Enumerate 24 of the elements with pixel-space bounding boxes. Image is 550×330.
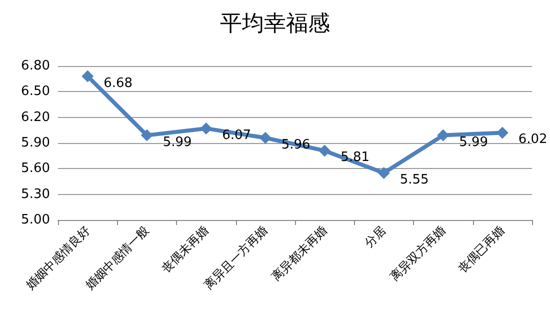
data-label: 5.55	[400, 172, 429, 188]
x-tick-label: 丧偶已再婚	[455, 223, 508, 276]
point	[378, 166, 390, 179]
y-tick-label: 5.30	[21, 186, 50, 202]
point	[200, 122, 212, 134]
data-label: 5.99	[459, 134, 488, 150]
point	[140, 129, 153, 142]
point	[82, 70, 94, 82]
chart-title: 平均幸福感	[220, 12, 330, 36]
x-tick-label: 丧偶未再婚	[158, 223, 212, 276]
x-tick-label: 离异都未再婚	[268, 223, 330, 284]
data-label: 6.68	[104, 76, 133, 91]
data-label: 6.02	[518, 132, 548, 148]
x-tick-label: 分居	[362, 223, 389, 250]
y-tick-label: 6.50	[21, 84, 50, 100]
y-tick-label: 5.00	[21, 212, 50, 228]
x-tick-label: 离异双方再婚	[387, 223, 448, 284]
data-label: 5.99	[162, 134, 192, 150]
y-tick-label: 6.80	[21, 58, 50, 74]
y-tick-label: 6.20	[21, 110, 50, 125]
y-tick-label: 5.60	[21, 161, 50, 176]
y-tick-label: 5.90	[21, 136, 50, 150]
point	[259, 132, 272, 144]
point	[318, 144, 331, 157]
